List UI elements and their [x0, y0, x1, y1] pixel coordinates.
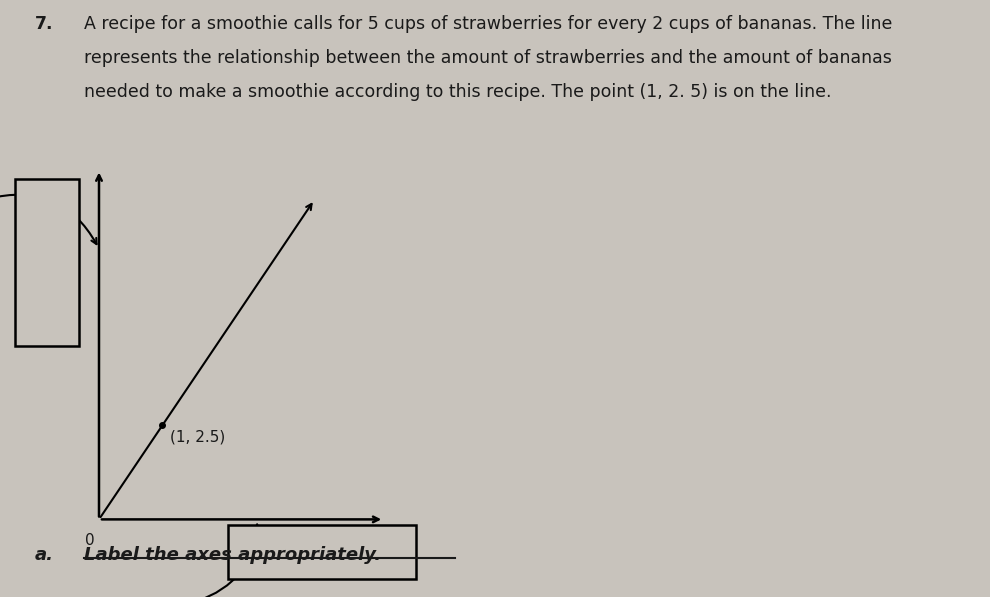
Text: 7.: 7. [35, 15, 53, 33]
Text: (1, 2.5): (1, 2.5) [170, 429, 225, 444]
Text: 0: 0 [85, 533, 94, 547]
Text: A recipe for a smoothie calls for 5 cups of strawberries for every 2 cups of ban: A recipe for a smoothie calls for 5 cups… [84, 15, 893, 33]
Text: needed to make a smoothie according to this recipe. The point (1, 2. 5) is on th: needed to make a smoothie according to t… [84, 83, 832, 101]
Text: Label the axes appropriately.: Label the axes appropriately. [84, 546, 381, 564]
Text: a.: a. [35, 546, 53, 564]
Text: represents the relationship between the amount of strawberries and the amount of: represents the relationship between the … [84, 49, 892, 67]
